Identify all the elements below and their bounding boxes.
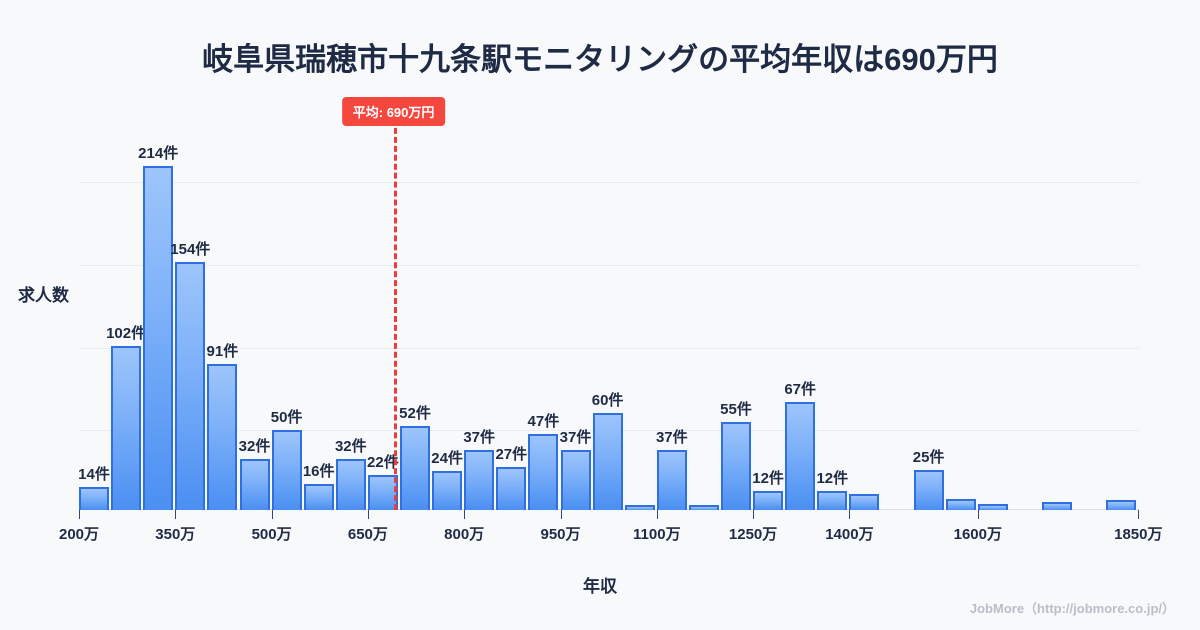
bar-value-label: 154件 bbox=[170, 241, 211, 259]
bar-value-label: 55件 bbox=[720, 400, 752, 418]
x-tick-label: 950万 bbox=[540, 526, 581, 543]
x-tick bbox=[271, 510, 273, 519]
x-tick-label: 1600万 bbox=[953, 526, 1002, 543]
bar bbox=[721, 421, 751, 510]
average-dashed-line bbox=[393, 110, 397, 510]
x-tick bbox=[560, 510, 562, 519]
x-tick-label: 1400万 bbox=[825, 526, 874, 543]
x-tick-label: 1100万 bbox=[633, 526, 681, 543]
x-axis-title: 年収 bbox=[583, 577, 617, 596]
x-tick-label: 650万 bbox=[347, 526, 388, 543]
bar-value-label: 50件 bbox=[270, 408, 303, 426]
bar bbox=[111, 345, 142, 510]
bar-series: 14件 102件 214件 154件 91件 32件 50件 16件 32件 22件 52件 24件 3… bbox=[78, 140, 1139, 510]
bar-value-label: 24件 bbox=[431, 450, 463, 468]
y-axis-title: 求人数 bbox=[18, 286, 69, 305]
bar bbox=[335, 458, 366, 510]
bar bbox=[175, 262, 206, 510]
bar-value-label: 16件 bbox=[302, 463, 335, 481]
bar bbox=[817, 490, 848, 510]
source-credit: JobMore（http://jobmore.co.jp/） bbox=[969, 601, 1175, 616]
x-tick bbox=[175, 510, 177, 519]
bar bbox=[367, 474, 398, 510]
bar bbox=[560, 450, 591, 510]
x-tick bbox=[977, 510, 979, 519]
x-tick bbox=[849, 510, 851, 519]
bar bbox=[271, 429, 302, 510]
bar bbox=[1042, 501, 1072, 510]
bar bbox=[143, 165, 174, 510]
bar bbox=[592, 413, 623, 510]
bar bbox=[239, 458, 270, 510]
x-tick bbox=[1138, 510, 1140, 519]
bar-value-label: 102件 bbox=[106, 324, 147, 342]
bar bbox=[785, 402, 816, 510]
x-tick bbox=[79, 510, 80, 519]
gridline bbox=[79, 265, 1139, 266]
x-tick-label: 200万 bbox=[58, 526, 100, 543]
gridline bbox=[79, 348, 1139, 349]
x-tick-label: 350万 bbox=[155, 526, 196, 543]
bar bbox=[303, 484, 334, 510]
bar-value-label: 47件 bbox=[527, 413, 560, 431]
x-tick-label: 800万 bbox=[444, 526, 485, 543]
bar bbox=[656, 450, 687, 510]
bar-value-label: 12件 bbox=[752, 469, 784, 487]
bar bbox=[432, 471, 463, 510]
bar bbox=[688, 505, 719, 510]
bar-value-label: 52件 bbox=[399, 405, 431, 423]
plot-area: 14件 102件 214件 154件 91件 32件 50件 16件 32件 22件 52件 24件 3… bbox=[59, 97, 1162, 543]
bar-value-label: 22件 bbox=[367, 453, 399, 471]
bar bbox=[945, 498, 976, 510]
bar bbox=[849, 493, 880, 510]
x-tick-label: 1250万 bbox=[728, 526, 778, 543]
bar bbox=[624, 505, 655, 510]
bar bbox=[913, 469, 944, 510]
bar-value-label: 91件 bbox=[206, 342, 239, 360]
chart-title: 岐阜県瑞穂市十九条駅モニタリングの平均年収は690万円 bbox=[202, 42, 998, 77]
x-tick bbox=[367, 510, 369, 519]
bar-value-label: 32件 bbox=[238, 437, 271, 455]
bar-value-label: 14件 bbox=[78, 466, 110, 484]
bar-value-label: 37件 bbox=[463, 429, 496, 447]
bar bbox=[79, 487, 109, 510]
x-tick-label: 1850万 bbox=[1114, 526, 1163, 543]
bar bbox=[496, 466, 527, 510]
bar bbox=[528, 434, 559, 510]
bar bbox=[1106, 500, 1137, 510]
x-tick-label: 500万 bbox=[251, 526, 292, 543]
bar-value-label: 25件 bbox=[912, 448, 945, 466]
bar-value-label: 32件 bbox=[334, 437, 367, 455]
gridline bbox=[79, 182, 1139, 183]
bar-value-label: 27件 bbox=[495, 445, 528, 463]
bar bbox=[464, 450, 495, 510]
bar-value-label: 67件 bbox=[784, 381, 817, 399]
average-badge: 平均: 690万円 bbox=[341, 97, 446, 126]
bar-value-label: 60件 bbox=[591, 392, 624, 410]
bar-value-label: 37件 bbox=[655, 429, 688, 447]
bar bbox=[400, 426, 430, 510]
bar bbox=[977, 503, 1008, 510]
x-tick bbox=[656, 510, 658, 519]
bar-value-label: 214件 bbox=[138, 144, 179, 162]
bar-value-label: 12件 bbox=[816, 469, 849, 487]
bar-value-label: 37件 bbox=[559, 429, 592, 447]
bar bbox=[207, 363, 238, 510]
x-tick bbox=[753, 510, 755, 519]
x-tick bbox=[464, 510, 466, 519]
bar bbox=[753, 490, 784, 510]
